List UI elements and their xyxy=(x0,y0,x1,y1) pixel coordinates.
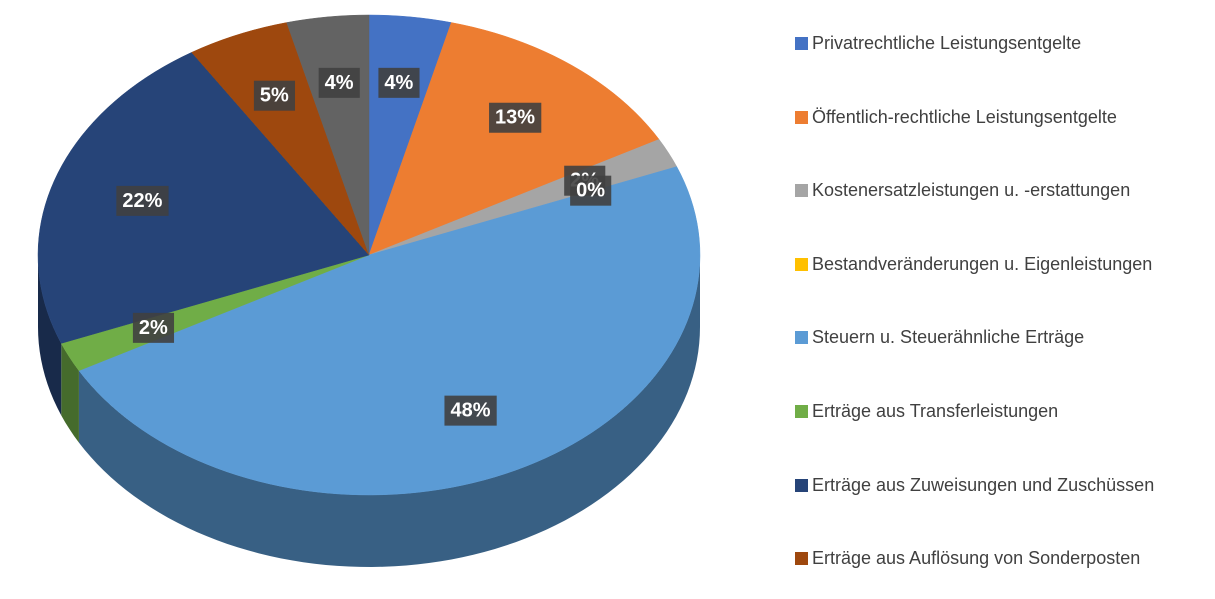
data-label-text: 2% xyxy=(139,317,168,339)
label-box xyxy=(378,67,420,98)
legend-item: Erträge aus Auflösung von Sonderposten xyxy=(795,543,1205,573)
label-box xyxy=(570,175,612,206)
label-box xyxy=(318,67,360,98)
data-label: 5% xyxy=(253,80,296,111)
legend-item: Erträge aus Zuweisungen und Zuschüssen xyxy=(795,470,1205,500)
pie-slice xyxy=(191,22,370,256)
data-label-text: 4% xyxy=(325,72,354,94)
legend-label: Erträge aus Transferleistungen xyxy=(812,401,1059,421)
legend-swatch xyxy=(795,331,808,345)
legend-item: Steuern u. Steuerähnliche Erträge xyxy=(795,322,1205,352)
legend-swatch xyxy=(795,110,808,124)
data-label: 4% xyxy=(318,67,360,98)
pie-slice xyxy=(78,166,701,496)
legend-item: Erträge aus Transferleistungen xyxy=(795,396,1205,426)
legend-label: Bestandveränderungen u. Eigenleistungen xyxy=(812,253,1153,274)
label-box xyxy=(489,102,542,133)
legend-item: Kostenersatzleistungen u. -erstattungen xyxy=(795,175,1205,205)
legend-item: Bestandveränderungen u. Eigenleistungen xyxy=(795,249,1205,279)
legend-item: Öffentlich-rechtliche Leistungsentgelte xyxy=(795,102,1205,132)
legend-label: Erträge aus Auflösung von Sonderposten xyxy=(812,548,1141,569)
data-label-text: 0% xyxy=(576,180,605,202)
legend-swatch xyxy=(795,184,808,198)
pie-side xyxy=(61,343,79,443)
label-box xyxy=(116,185,169,216)
data-label-text: 22% xyxy=(122,190,162,212)
data-label-text: 5% xyxy=(260,85,289,107)
pie-side xyxy=(78,255,700,567)
legend-swatch xyxy=(795,257,808,271)
legend-swatch xyxy=(795,37,808,50)
chart: 4%13%2%0%48%2%22%5%4% xyxy=(37,14,701,567)
legend-label: Steuern u. Steuerähnliche Erträge xyxy=(812,327,1085,348)
data-label: 13% xyxy=(489,102,542,133)
legend-item: Privatrechtliche Leistungsentgelte xyxy=(795,28,1205,58)
pie-slice xyxy=(37,52,370,344)
data-label-text: 4% xyxy=(384,72,413,94)
legend-label: Privatrechtliche Leistungsentgelte xyxy=(812,33,1082,53)
legend: Privatrechtliche Leistungsentgelte Öffent… xyxy=(795,0,1210,599)
label-box xyxy=(253,80,296,111)
pie-slice xyxy=(368,22,660,256)
legend-label: Kostenersatzleistungen u. -erstattungen xyxy=(812,180,1131,201)
legend-swatch xyxy=(795,405,808,418)
data-label: 0% xyxy=(570,175,612,206)
data-label: 4% xyxy=(378,67,420,98)
data-label: 22% xyxy=(116,185,169,216)
legend-label: Öffentlich-rechtliche Leistungsentgelte xyxy=(812,106,1117,127)
label-box xyxy=(132,312,175,343)
data-label-text: 48% xyxy=(450,400,490,422)
data-label-text: 13% xyxy=(495,107,535,129)
pie-side xyxy=(38,255,62,416)
legend-swatch xyxy=(795,478,808,492)
label-box xyxy=(444,395,497,426)
data-label: 2% xyxy=(132,312,175,343)
legend-swatch xyxy=(795,552,808,566)
data-label: 48% xyxy=(444,395,497,426)
legend-label: Erträge aus Zuweisungen und Zuschüssen xyxy=(812,474,1155,495)
